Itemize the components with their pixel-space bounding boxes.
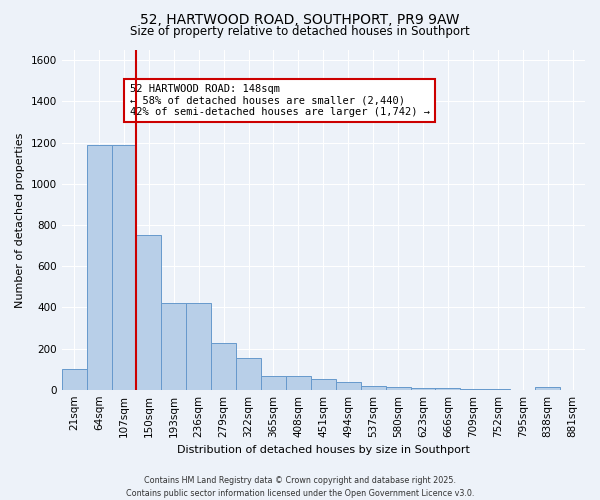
Bar [336, 382, 361, 390]
Y-axis label: Number of detached properties: Number of detached properties [15, 132, 25, 308]
Bar [485, 388, 510, 390]
Bar [311, 380, 336, 390]
Bar [535, 386, 560, 390]
Bar [410, 388, 436, 390]
Text: 52, HARTWOOD ROAD, SOUTHPORT, PR9 9AW: 52, HARTWOOD ROAD, SOUTHPORT, PR9 9AW [140, 12, 460, 26]
X-axis label: Distribution of detached houses by size in Southport: Distribution of detached houses by size … [177, 445, 470, 455]
Bar [186, 303, 211, 390]
Bar [361, 386, 386, 390]
Bar [436, 388, 460, 390]
Bar [286, 376, 311, 390]
Bar [136, 236, 161, 390]
Bar [211, 344, 236, 390]
Bar [112, 144, 136, 390]
Bar [161, 303, 186, 390]
Bar [86, 144, 112, 390]
Text: Size of property relative to detached houses in Southport: Size of property relative to detached ho… [130, 25, 470, 38]
Bar [62, 369, 86, 390]
Bar [386, 386, 410, 390]
Bar [460, 388, 485, 390]
Text: Contains HM Land Registry data © Crown copyright and database right 2025.
Contai: Contains HM Land Registry data © Crown c… [126, 476, 474, 498]
Bar [261, 376, 286, 390]
Text: 52 HARTWOOD ROAD: 148sqm
← 58% of detached houses are smaller (2,440)
42% of sem: 52 HARTWOOD ROAD: 148sqm ← 58% of detach… [130, 84, 430, 117]
Bar [236, 358, 261, 390]
